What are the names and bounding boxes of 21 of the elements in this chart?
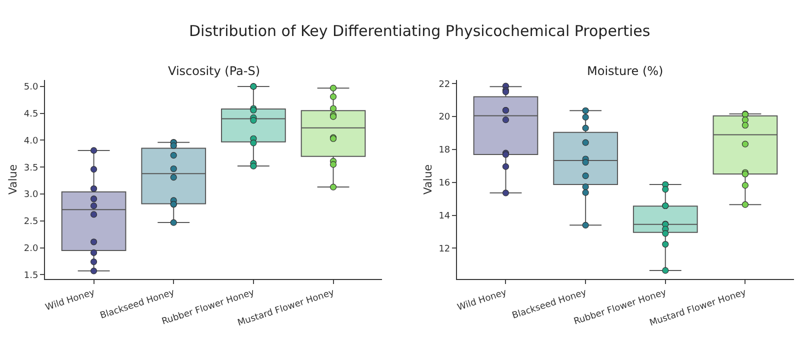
x-tick-label: Wild Honey [44,288,97,314]
y-tick-label: 3.5 [24,163,38,174]
y-tick-label: 22 [438,80,450,90]
y-tick-label: 12 [438,244,450,254]
y-tick-label: 20 [438,112,450,123]
text: Distribution of Key Differentiating Physicochemical Properties [189,22,650,40]
y-tick-label: 16 [438,178,450,189]
y-tick-label: 3.0 [24,190,38,200]
y-axis-title: Value [421,164,434,195]
chart-title: Moisture (%) [587,64,664,78]
y-axis-title: Value [6,164,20,195]
y-tick-label: 1.5 [24,270,38,281]
y-tick-label: 18 [438,146,450,156]
y-tick-label: 4.5 [24,110,38,120]
chart-title: Viscosity (Pa-S) [168,64,260,78]
y-tick-label: 5.0 [24,82,38,93]
y-tick-label: 2.5 [24,217,38,228]
y-tick-label: 14 [438,211,450,222]
y-tick-label: 4.0 [24,136,38,146]
x-tick-label: Wild Honey [456,288,509,314]
y-tick-label: 2.0 [24,244,38,254]
